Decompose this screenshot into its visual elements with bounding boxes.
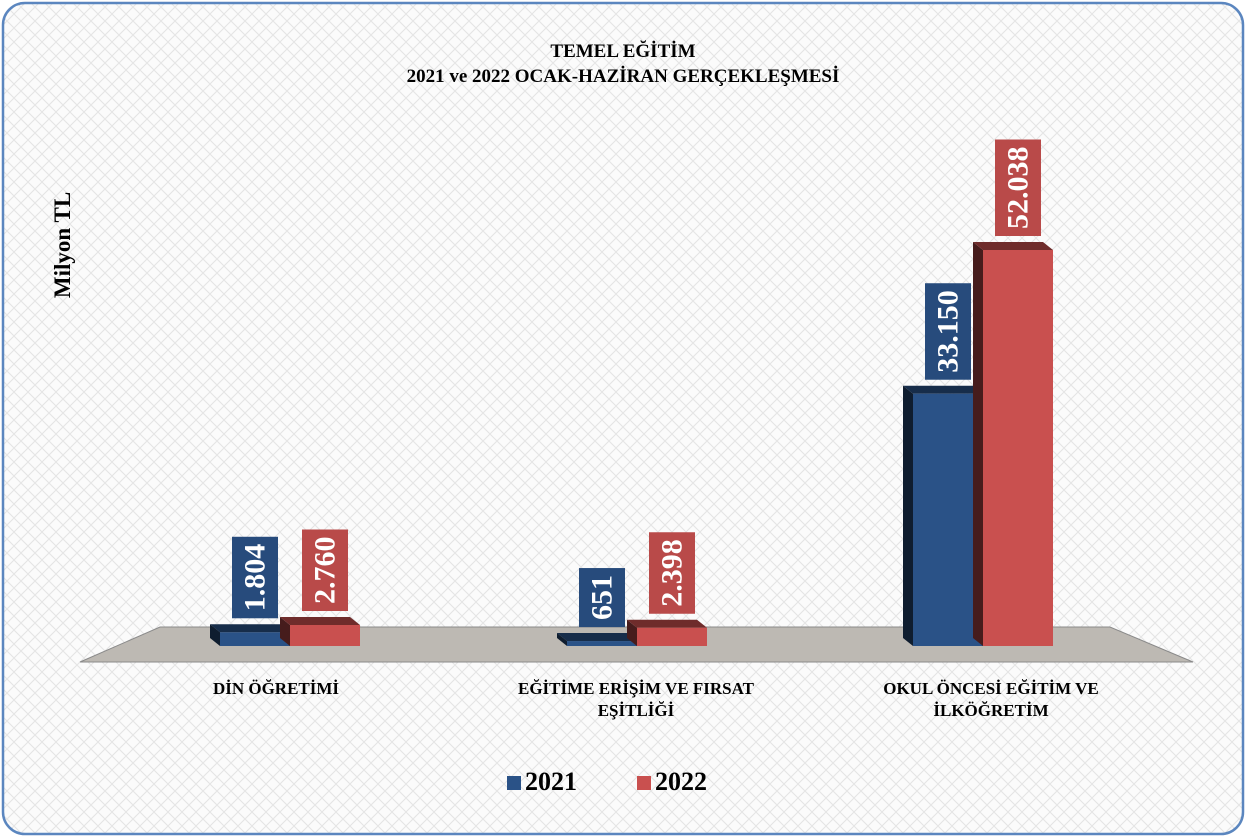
chart-subtitle: 2021 ve 2022 OCAK-HAZİRAN GERÇEKLEŞMESİ: [407, 66, 840, 87]
bar-top: [557, 633, 637, 642]
bar-side: [280, 616, 290, 646]
value-label-text: 1.804: [239, 544, 272, 612]
bar-front: [290, 624, 360, 646]
value-label-text: 2.398: [656, 539, 689, 607]
bar-side: [973, 242, 983, 646]
x-tick-label: DİN ÖĞRETİMİ: [212, 679, 340, 698]
bar-front: [637, 627, 707, 646]
value-label: 52.038: [995, 139, 1041, 236]
legend-swatch: [637, 776, 651, 790]
bar-side: [210, 624, 220, 646]
bar-side: [557, 633, 567, 646]
bar-front: [983, 250, 1053, 646]
bar-top: [280, 616, 360, 625]
value-label-box: [995, 139, 1041, 236]
value-label-box: [302, 529, 348, 611]
legend-label: 2022: [655, 767, 707, 796]
bar-top: [973, 242, 1053, 250]
bar-side: [627, 619, 637, 646]
value-label-box: [925, 283, 971, 380]
chart-title: TEMEL EĞİTİM: [550, 40, 695, 62]
bar-side: [903, 385, 913, 646]
value-label: 2.398: [649, 532, 695, 614]
bar-top: [627, 619, 707, 628]
bar: [973, 242, 1053, 646]
x-tick-label: EĞİTİME ERİŞİM VE FIRSAT EŞİTLİĞİ: [517, 679, 754, 720]
bar-top: [903, 385, 983, 394]
bar-front: [567, 641, 637, 646]
value-label-text: 52.038: [1002, 147, 1035, 230]
value-label-text: 2.760: [309, 536, 342, 604]
y-axis-label: Milyon TL: [50, 192, 75, 298]
bar-front: [913, 393, 983, 646]
legend-label: 2021: [525, 767, 577, 796]
value-label-box: [232, 536, 278, 619]
value-label: 651: [579, 568, 625, 628]
bar: [627, 619, 707, 646]
value-label: 1.804: [232, 536, 278, 619]
value-label: 2.760: [302, 529, 348, 611]
value-label-box: [649, 532, 695, 614]
legend-swatch: [507, 776, 521, 790]
value-label: 33.150: [925, 283, 971, 380]
bar: [557, 633, 637, 646]
bar: [903, 385, 983, 646]
bar: [210, 624, 290, 646]
bar: [280, 616, 360, 646]
value-label-text: 651: [586, 575, 619, 620]
x-tick-label: OKUL ÖNCESİ EĞİTİM VE İLKÖĞRETİM: [883, 679, 1099, 720]
value-label-text: 33.150: [932, 290, 965, 373]
bar-front: [220, 632, 290, 646]
bar-top: [210, 624, 290, 633]
value-label-box: [579, 568, 625, 628]
